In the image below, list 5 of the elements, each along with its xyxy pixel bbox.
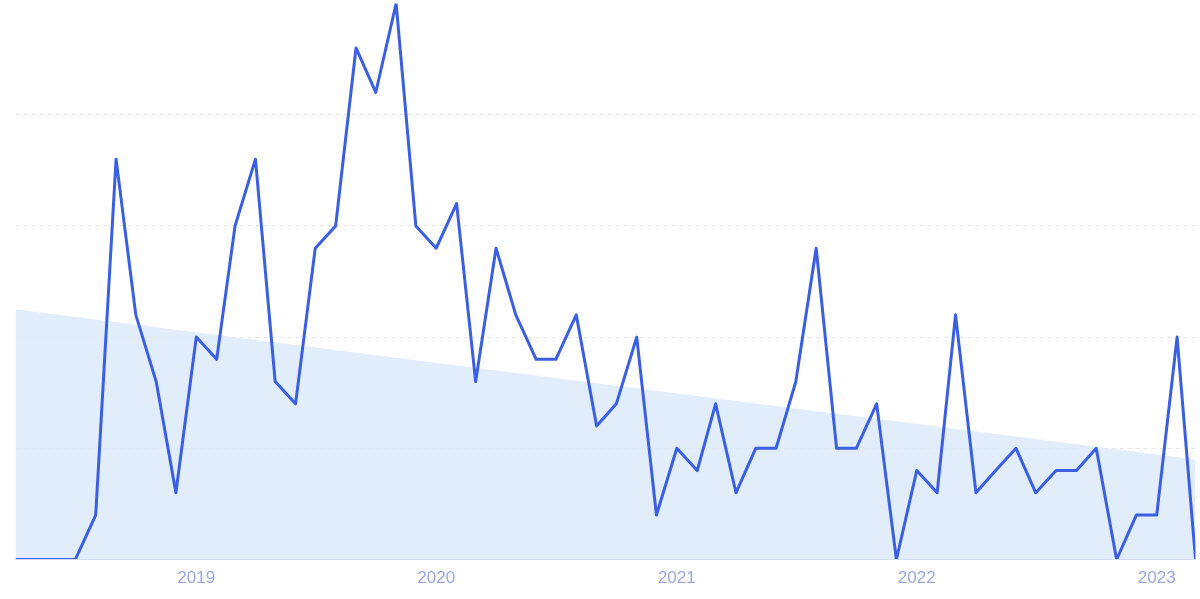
x-tick-label: 2021 xyxy=(657,567,696,587)
x-tick-label: 2019 xyxy=(177,567,216,587)
x-tick-label: 2022 xyxy=(897,567,936,587)
x-tick-label: 2020 xyxy=(417,567,456,587)
x-tick-label: 2023 xyxy=(1137,567,1176,587)
